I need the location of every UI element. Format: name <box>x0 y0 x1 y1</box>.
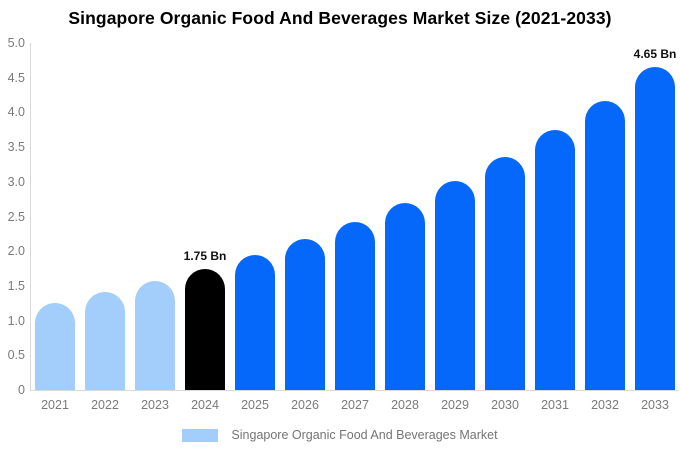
plot-area: 1.75 Bn 4.65 Bn <box>30 43 677 390</box>
legend-label: Singapore Organic Food And Beverages Mar… <box>231 428 498 442</box>
y-axis-line <box>30 43 31 390</box>
x-tick-label-2027: 2027 <box>341 398 369 412</box>
bar-value-label-2024: 1.75 Bn <box>183 249 227 263</box>
bar-2032 <box>585 101 625 390</box>
x-tick-label-2026: 2026 <box>291 398 319 412</box>
bar-2033 <box>635 67 675 390</box>
y-tick-label: 4.5 <box>7 70 25 85</box>
x-tick-label-2028: 2028 <box>391 398 419 412</box>
x-tick-label-2031: 2031 <box>541 398 569 412</box>
x-tick-label-2021: 2021 <box>41 398 69 412</box>
y-tick-label: 5.0 <box>7 36 25 50</box>
x-tick-label-2022: 2022 <box>91 398 119 412</box>
x-axis: 2021 2022 2023 2024 2025 2026 2027 2028 2029 2030… <box>30 398 677 414</box>
bar-2023 <box>135 281 175 390</box>
x-tick-label-2025: 2025 <box>241 398 269 412</box>
x-tick-label-2033: 2033 <box>641 398 669 412</box>
y-tick-label: 2.5 <box>7 209 25 224</box>
bar-2027 <box>335 222 375 390</box>
y-tick-label: 0 <box>18 383 25 397</box>
x-tick-label-2024: 2024 <box>191 398 219 412</box>
bar-2028 <box>385 203 425 390</box>
legend-swatch <box>182 428 219 442</box>
bar-2026 <box>285 239 325 390</box>
y-tick-label: 1.0 <box>7 313 25 328</box>
x-tick-label-2032: 2032 <box>591 398 619 412</box>
x-tick-label-2029: 2029 <box>441 398 469 412</box>
bar-2024 <box>185 269 225 390</box>
y-tick-label: 2.0 <box>7 244 25 259</box>
bar-2021 <box>35 303 75 390</box>
bar-2031 <box>535 130 575 390</box>
bar-2029 <box>435 181 475 390</box>
x-tick-label-2030: 2030 <box>491 398 519 412</box>
legend: Singapore Organic Food And Beverages Mar… <box>0 426 680 444</box>
y-tick-label: 4.0 <box>7 105 25 120</box>
y-tick-label: 3.5 <box>7 140 25 155</box>
x-axis-line <box>30 390 678 391</box>
x-tick-label-2023: 2023 <box>141 398 169 412</box>
y-tick-label: 1.5 <box>7 278 25 293</box>
bar-value-label-2033: 4.65 Bn <box>633 47 677 61</box>
y-tick-label: 3.0 <box>7 174 25 189</box>
y-axis: 5.0 4.5 4.0 3.5 3.0 2.5 2.0 1.5 1.0 0.5 0 <box>0 36 25 397</box>
bar-2025 <box>235 255 275 390</box>
bar-2022 <box>85 292 125 390</box>
chart-title: Singapore Organic Food And Beverages Mar… <box>68 8 612 28</box>
y-tick-label: 0.5 <box>7 348 25 363</box>
bar-2030 <box>485 157 525 390</box>
